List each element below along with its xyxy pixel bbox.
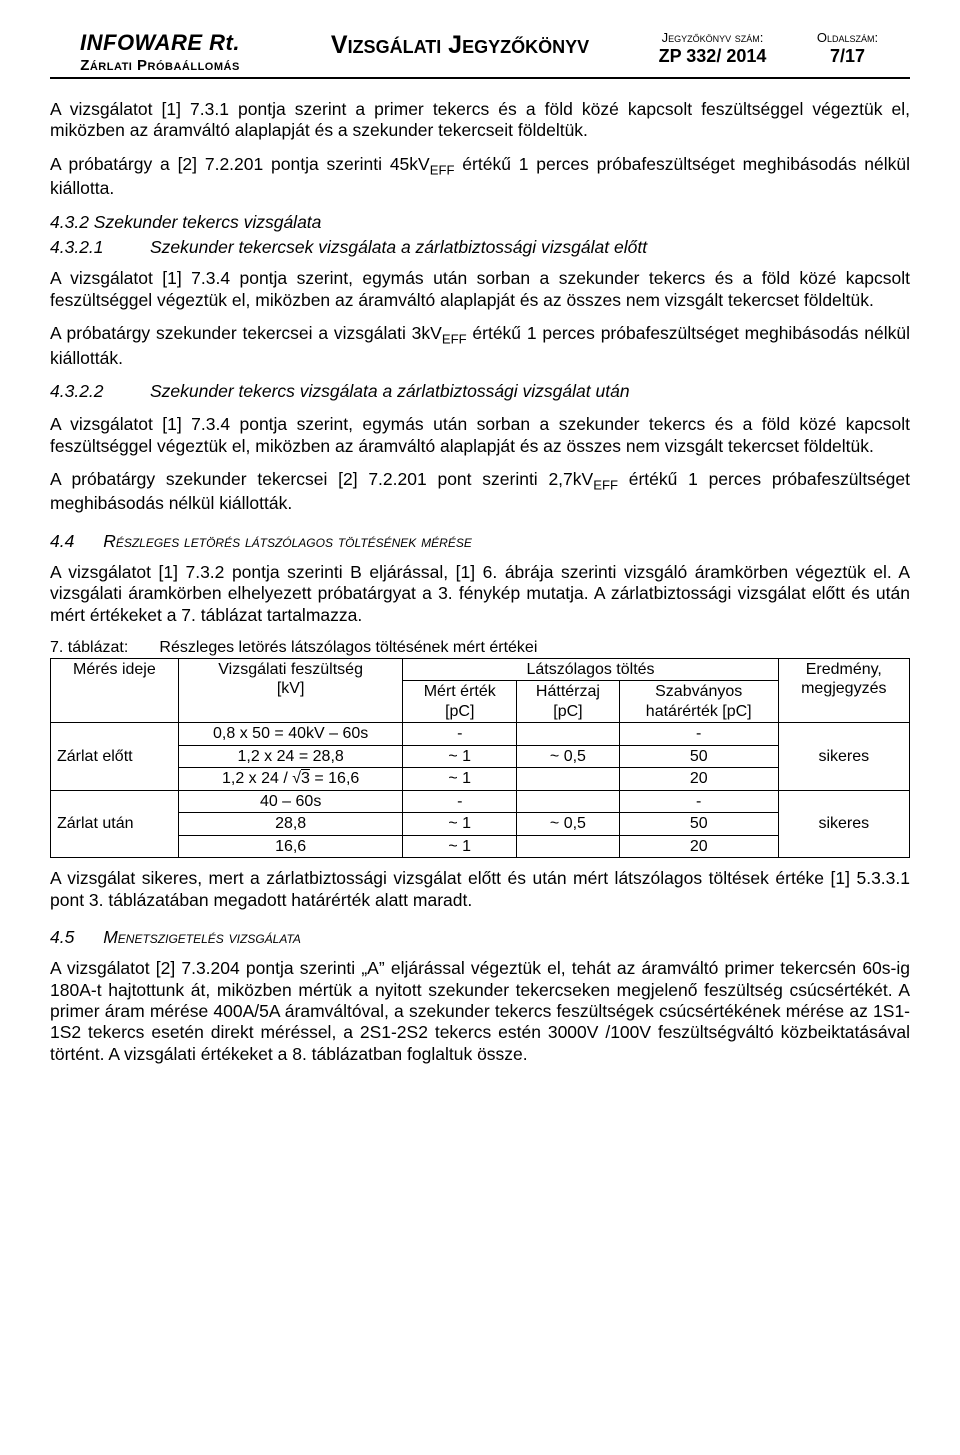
p2-sub: EFF: [430, 162, 455, 177]
caption-prefix: 7. táblázat:: [50, 639, 128, 656]
p4-sub: EFF: [442, 332, 467, 347]
paragraph-8: A vizsgálat sikeres, mert a zárlatbiztos…: [50, 868, 910, 911]
col6-header: Eredmény, megjegyzés: [778, 658, 909, 723]
paragraph-7: A vizsgálatot [1] 7.3.2 pontja szerinti …: [50, 562, 910, 626]
heading-text: Szekunder tekercs vizsgálata a zárlatbiz…: [150, 381, 630, 402]
col5-header: Szabványos határérték [pC]: [619, 681, 778, 723]
group-label: Zárlat előtt: [51, 723, 179, 791]
cell: [517, 835, 620, 858]
document-title: Vizsgálati Jegyzőkönyv: [270, 30, 650, 61]
paragraph-9: A vizsgálatot [2] 7.3.204 pontja szerint…: [50, 958, 910, 1065]
protocol-value: ZP 332/ 2014: [650, 46, 775, 68]
p4-part-a: A próbatárgy szekunder tekercsei a vizsg…: [50, 323, 442, 343]
cell: [517, 768, 620, 791]
col5-h1: Szabványos: [626, 682, 772, 702]
page-box: Oldalszám: 7/17: [785, 30, 910, 68]
protocol-box: Jegyzőkönyv szám: ZP 332/ 2014: [650, 30, 775, 68]
table-header-row-1: Mérés ideje Vizsgálati feszültség [kV] L…: [51, 658, 910, 681]
cell: -: [403, 790, 517, 813]
heading-num: 4.5: [50, 927, 74, 947]
col3-header: Mért érték [pC]: [403, 681, 517, 723]
caption-text: Részleges letörés látszólagos töltésének…: [159, 639, 537, 656]
col3-h1: Mért érték: [409, 682, 510, 702]
col4-header: Háttérzaj [pC]: [517, 681, 620, 723]
cell: 28,8: [178, 813, 403, 836]
col2-h1: Vizsgálati feszültség: [185, 660, 397, 680]
heading-text: Menetszigetelés vizsgálata: [103, 927, 301, 947]
cell: 50: [619, 745, 778, 768]
heading-4-3-2-2: 4.3.2.2 Szekunder tekercs vizsgálata a z…: [50, 381, 910, 402]
table-7: Mérés ideje Vizsgálati feszültség [kV] L…: [50, 658, 910, 859]
cell: 20: [619, 768, 778, 791]
heading-4-5: 4.5 Menetszigetelés vizsgálata: [50, 927, 910, 948]
col4-h2: [pC]: [523, 702, 613, 722]
col2-header: Vizsgálati feszültség [kV]: [178, 658, 403, 723]
table-7-caption: 7. táblázat: Részleges letörés látszólag…: [50, 638, 910, 658]
heading-num: 4.4: [50, 531, 74, 551]
col4-h1: Háttérzaj: [523, 682, 613, 702]
g1r3-post: = 16,6: [310, 770, 359, 787]
header-right: Jegyzőkönyv szám: ZP 332/ 2014 Oldalszám…: [650, 30, 910, 68]
heading-4-4: 4.4 Részleges letörés látszólagos töltés…: [50, 531, 910, 552]
protocol-label: Jegyzőkönyv szám:: [650, 30, 775, 46]
page-label: Oldalszám:: [785, 30, 910, 46]
heading-num: 4.3.2.1: [50, 237, 120, 258]
g1r3-pre: 1,2 x 24 /: [222, 770, 292, 787]
paragraph-5: A vizsgálatot [1] 7.3.4 pontja szerint, …: [50, 414, 910, 457]
result-cell: sikeres: [778, 723, 909, 791]
cell: 20: [619, 835, 778, 858]
cell: 40 – 60s: [178, 790, 403, 813]
col1-header: Mérés ideje: [51, 658, 179, 723]
paragraph-3: A vizsgálatot [1] 7.3.4 pontja szerint, …: [50, 268, 910, 311]
paragraph-2: A próbatárgy a [2] 7.2.201 pontja szerin…: [50, 154, 910, 200]
cell: 1,2 x 24 / √3 = 16,6: [178, 768, 403, 791]
col3-h2: [pC]: [409, 702, 510, 722]
paragraph-1: A vizsgálatot [1] 7.3.1 pontja szerint a…: [50, 99, 910, 142]
cell: ~ 1: [403, 813, 517, 836]
table-row: Zárlat előtt 0,8 x 50 = 40kV – 60s - - s…: [51, 723, 910, 746]
cell: -: [619, 723, 778, 746]
group-label: Zárlat után: [51, 790, 179, 858]
heading-text: Részleges letörés látszólagos töltésének…: [103, 531, 472, 551]
heading-text: Szekunder tekercsek vizsgálata a zárlatb…: [150, 237, 647, 258]
cell: [517, 723, 620, 746]
cell: -: [619, 790, 778, 813]
cell: ~ 1: [403, 768, 517, 791]
col2-h2: [kV]: [185, 679, 397, 699]
company-name: INFOWARE Rt.: [50, 30, 270, 57]
heading-4-3-2-1: 4.3.2.1 Szekunder tekercsek vizsgálata a…: [50, 237, 910, 258]
header-left: INFOWARE Rt. Zárlati Próbaállomás: [50, 30, 270, 75]
result-cell: sikeres: [778, 790, 909, 858]
table-row: Zárlat után 40 – 60s - - sikeres: [51, 790, 910, 813]
cell: ~ 0,5: [517, 745, 620, 768]
col6-h1: Eredmény,: [785, 660, 903, 680]
page-header: INFOWARE Rt. Zárlati Próbaállomás Vizsgá…: [50, 30, 910, 79]
cell: -: [403, 723, 517, 746]
heading-num: 4.3.2.2: [50, 381, 120, 402]
cell: 16,6: [178, 835, 403, 858]
header-center: Vizsgálati Jegyzőkönyv: [270, 30, 650, 61]
cell: 1,2 x 24 = 28,8: [178, 745, 403, 768]
col6-h2: megjegyzés: [785, 679, 903, 699]
g1r3-sqrt: 3: [301, 770, 310, 787]
paragraph-4: A próbatárgy szekunder tekercsei a vizsg…: [50, 323, 910, 369]
cell: [517, 790, 620, 813]
paragraph-6: A próbatárgy szekunder tekercsei [2] 7.2…: [50, 469, 910, 515]
p2-part-a: A próbatárgy a [2] 7.2.201 pontja szerin…: [50, 154, 430, 174]
cell: ~ 1: [403, 745, 517, 768]
cell: 0,8 x 50 = 40kV – 60s: [178, 723, 403, 746]
p6-sub: EFF: [593, 477, 618, 492]
col5-h2: határérték [pC]: [626, 702, 772, 722]
cell: ~ 1: [403, 835, 517, 858]
cell: ~ 0,5: [517, 813, 620, 836]
cell: 50: [619, 813, 778, 836]
page-value: 7/17: [785, 46, 910, 68]
p6-part-a: A próbatárgy szekunder tekercsei [2] 7.2…: [50, 469, 593, 489]
sub-organization: Zárlati Próbaállomás: [50, 57, 270, 75]
heading-4-3-2: 4.3.2 Szekunder tekercs vizsgálata: [50, 212, 910, 233]
col345-header: Látszólagos töltés: [403, 658, 778, 681]
